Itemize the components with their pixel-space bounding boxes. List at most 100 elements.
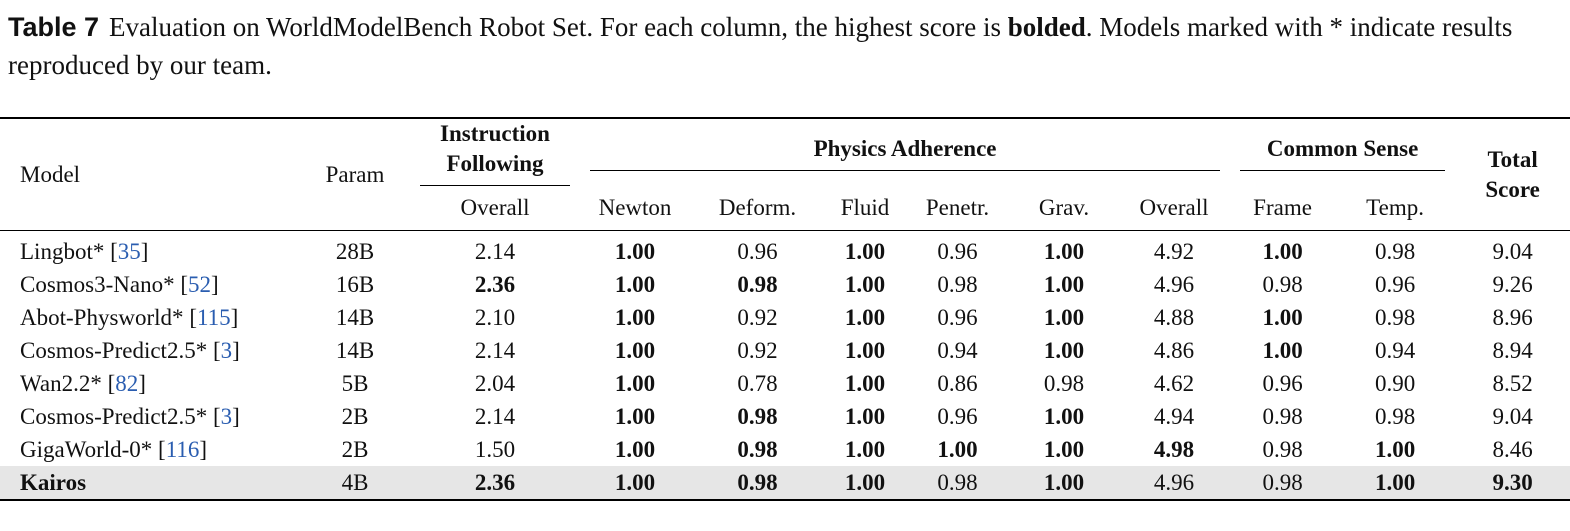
citation: [3] — [212, 403, 240, 429]
cell-value: 1.00 — [614, 370, 656, 396]
cell-value: 2.36 — [474, 469, 516, 495]
group-title: Physics Adherence — [590, 134, 1221, 171]
cell-value: 1.00 — [614, 337, 656, 363]
table-cell: 0.98 — [1230, 433, 1335, 466]
model-name: Lingbot* — [20, 238, 105, 264]
header-cell: Overall — [1118, 186, 1231, 231]
cell-value: 5B — [341, 370, 369, 396]
cell-value: 1.00 — [614, 403, 656, 429]
cell-value: 1.00 — [937, 436, 978, 462]
cell-value: 4.94 — [1153, 403, 1195, 429]
header-text: Total Score — [1485, 146, 1540, 202]
table-cell: 4.86 — [1118, 334, 1230, 367]
table-cell: 1.00 — [825, 301, 905, 334]
table-cell: 14B — [300, 334, 410, 367]
model-name: Cosmos3-Nano* — [20, 271, 175, 297]
table-row: Wan2.2* [82] 5B 2.04 1.00 0.78 1.00 0.86 0.98 4.… — [0, 367, 1570, 400]
cell-value: 2.10 — [474, 304, 516, 330]
cell-value: 0.98 — [737, 436, 778, 462]
table-cell: 0.98 — [690, 400, 825, 433]
cell-value: 2.14 — [474, 238, 516, 264]
table-cell: 2.10 — [410, 301, 580, 334]
cell-value: 1.00 — [1262, 238, 1303, 264]
cell-value: 0.98 — [737, 271, 778, 297]
header-row: Model Param Instruction Following Physics A… — [0, 117, 1570, 231]
header-row: Overall Newton Deform. Fluid Penetr. Grav. Ove… — [0, 186, 1570, 231]
cell-value: 1.00 — [844, 271, 886, 297]
table-row: Abot-Physworld* [115] 14B 2.10 1.00 0.92 1.00… — [0, 301, 1570, 334]
model-cell: Abot-Physworld* [115] — [0, 301, 300, 334]
cell-value: 9.04 — [1492, 238, 1533, 264]
results-table: Model Param Instruction Following Physics A… — [0, 117, 1570, 501]
header-cell: Newton — [580, 186, 690, 231]
table-cell: 1.00 — [580, 466, 690, 501]
table-cell: 1.00 — [580, 367, 690, 400]
cell-value: 9.30 — [1492, 469, 1533, 495]
table-cell: 1.00 — [1230, 231, 1335, 269]
cell-value: 0.98 — [1262, 403, 1303, 429]
cell-value: 1.00 — [1262, 304, 1303, 330]
header-cell: Model — [0, 117, 300, 231]
table-cell: 1.00 — [1335, 433, 1455, 466]
table-cell: 9.30 — [1455, 466, 1570, 501]
cell-value: 0.92 — [737, 304, 778, 330]
cell-value: 0.98 — [1374, 304, 1416, 330]
cell-value: 1.00 — [844, 304, 886, 330]
cell-value: 1.00 — [844, 403, 886, 429]
cell-value: 8.94 — [1492, 337, 1533, 363]
cell-value: 1.00 — [1374, 469, 1416, 495]
cell-value: 4.98 — [1153, 436, 1195, 462]
citation: [82] — [107, 370, 146, 396]
table-cell: 0.98 — [905, 268, 1010, 301]
cell-value: 0.98 — [1262, 469, 1303, 495]
cell-value: 1.00 — [614, 271, 656, 297]
cell-value: 4.88 — [1153, 304, 1195, 330]
table-cell: 1.00 — [580, 334, 690, 367]
cell-value: 1.00 — [1262, 337, 1303, 363]
table-cell: 0.98 — [1010, 367, 1118, 400]
table-cell: 4.96 — [1118, 466, 1231, 501]
table-cell: 4.96 — [1118, 268, 1230, 301]
table-cell: 1.00 — [1230, 334, 1335, 367]
cell-value: 1.00 — [614, 238, 656, 264]
table-row: Kairos 4B 2.36 1.00 0.98 1.00 0.98 1.00 4.96 0.98… — [0, 466, 1570, 501]
header-cell: Grav. — [1010, 186, 1118, 231]
cell-value: 1.00 — [1043, 403, 1085, 429]
caption-label: Table 7 — [8, 12, 100, 42]
cell-value: 1.00 — [844, 238, 886, 264]
cell-value: 2.14 — [474, 337, 516, 363]
group-header: Physics Adherence — [580, 117, 1231, 186]
table-cell: 1.50 — [410, 433, 580, 466]
group-header: Instruction Following — [410, 117, 580, 186]
table-cell: 1.00 — [1010, 231, 1118, 269]
table-cell: 0.98 — [1335, 400, 1455, 433]
table-cell: 5B — [300, 367, 410, 400]
table-cell: 9.04 — [1455, 400, 1570, 433]
cell-value: 14B — [335, 304, 375, 330]
table-cell: 1.00 — [1010, 334, 1118, 367]
cell-value: 1.00 — [844, 370, 886, 396]
table-cell: 0.96 — [905, 400, 1010, 433]
table-row: Cosmos3-Nano* [52] 16B 2.36 1.00 0.98 1.00 0.9… — [0, 268, 1570, 301]
cell-value: 0.92 — [737, 337, 778, 363]
cell-value: 0.86 — [937, 370, 978, 396]
cell-value: 4.92 — [1153, 238, 1195, 264]
table-cell: 0.92 — [690, 334, 825, 367]
table-cell: 2.36 — [410, 268, 580, 301]
table-cell: 4B — [300, 466, 410, 501]
table-cell: 14B — [300, 301, 410, 334]
model-cell: Kairos — [0, 466, 300, 501]
cell-value: 9.04 — [1492, 403, 1533, 429]
cell-value: 0.98 — [937, 271, 978, 297]
table-cell: 0.96 — [1335, 268, 1455, 301]
table-cell: 0.94 — [905, 334, 1010, 367]
table-cell: 0.86 — [905, 367, 1010, 400]
cell-value: 1.00 — [1043, 238, 1085, 264]
table-cell: 1.00 — [825, 400, 905, 433]
cell-value: 0.98 — [1043, 370, 1085, 396]
citation: [52] — [180, 271, 219, 297]
cell-value: 14B — [335, 337, 375, 363]
cell-value: 0.96 — [937, 238, 978, 264]
table-cell: 1.00 — [825, 231, 905, 269]
cell-value: 0.98 — [737, 469, 778, 495]
